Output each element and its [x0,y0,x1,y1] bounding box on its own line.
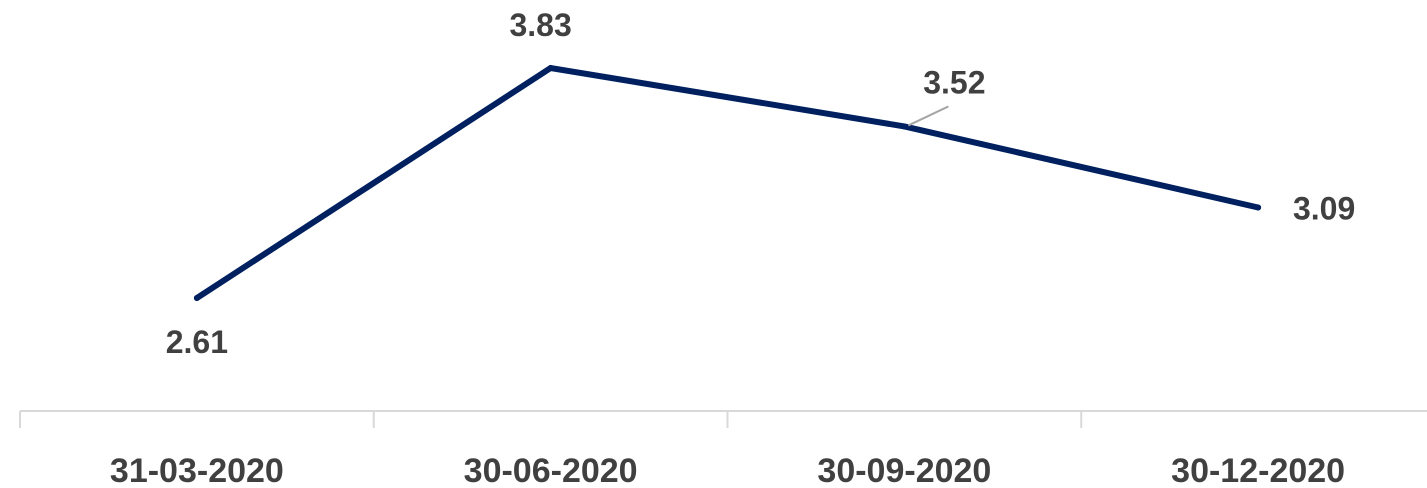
data-point [1255,204,1262,211]
data-label: 3.09 [1293,191,1355,227]
data-point [901,123,908,130]
data-point [547,65,554,71]
series-layer [193,64,1262,301]
x-tick-label: 31-03-2020 [110,452,284,488]
x-tick-label-layer: 31-03-2020 30-06-2020 30-09-2020 30-12-2020 [110,452,1345,488]
data-point [193,295,200,301]
x-tick-label: 30-06-2020 [464,452,638,488]
x-axis [19,410,1427,428]
series-line [193,64,1262,301]
leader-line [907,105,949,127]
data-label-layer: 2.61 3.83 3.52 3.09 [166,7,1356,360]
x-tick-label: 30-12-2020 [1171,452,1345,488]
data-label: 3.83 [509,7,571,43]
data-label: 3.52 [923,64,985,100]
x-tick-label: 30-09-2020 [817,452,991,488]
data-label: 2.61 [166,324,228,360]
